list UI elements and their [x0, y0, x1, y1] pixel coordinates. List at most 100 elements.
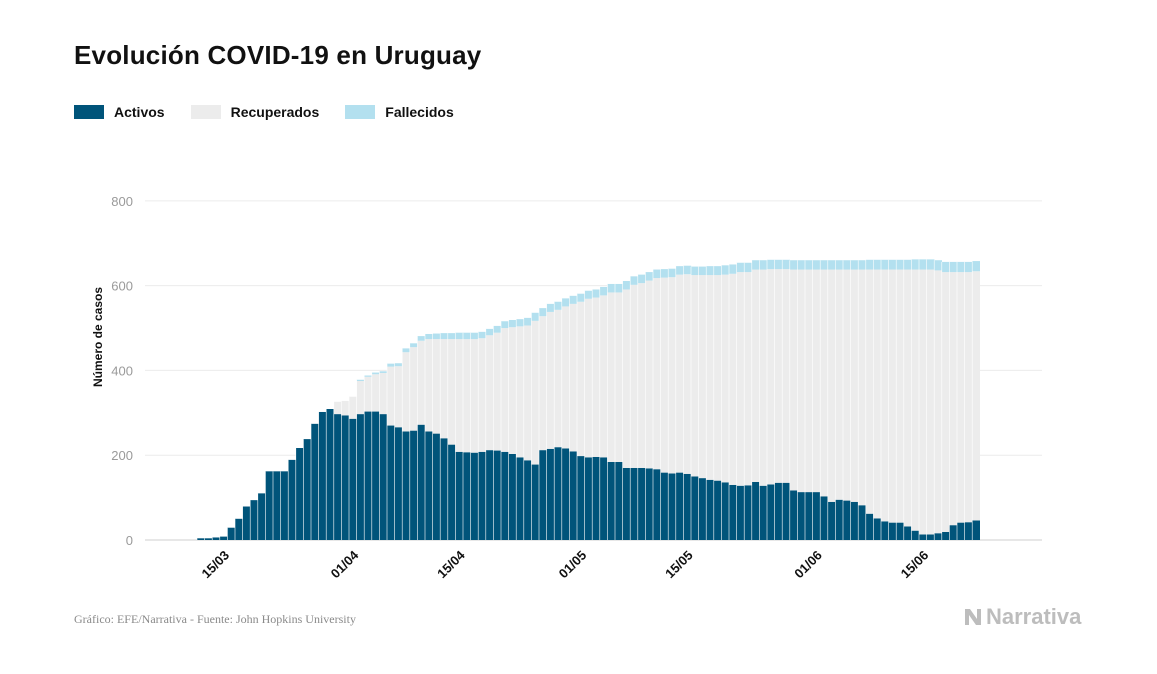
bars — [196, 259, 980, 540]
bar-activos-96 — [926, 534, 935, 540]
chart-title: Evolución COVID-19 en Uruguay — [74, 40, 482, 70]
bar-activos-84 — [835, 499, 844, 540]
bar-fallecidos-93 — [903, 259, 912, 270]
bar-fallecidos-63 — [675, 266, 684, 275]
bar-recuperados-49 — [569, 303, 578, 452]
bar-fallecidos-37 — [478, 331, 486, 339]
x-tick-label: 01/05 — [556, 548, 590, 582]
bar-activos-47 — [554, 447, 562, 540]
x-axis-ticks: 15/03 01/04 15/04 01/05 15/05 01/06 15/06 — [199, 547, 932, 581]
bar-recuperados-94 — [911, 269, 920, 531]
bar-activos-79 — [797, 492, 806, 540]
bar-activos-11 — [280, 471, 289, 540]
bar-activos-42 — [516, 457, 524, 540]
bar-fallecidos-59 — [645, 272, 654, 281]
bar-recuperados-96 — [926, 269, 935, 535]
bar-recuperados-35 — [463, 339, 471, 453]
bar-activos-53 — [599, 457, 608, 540]
bar-activos-35 — [463, 452, 471, 540]
bar-fallecidos-23 — [371, 372, 380, 375]
bar-fallecidos-94 — [911, 259, 920, 270]
bar-activos-2 — [212, 537, 220, 540]
bar-fallecidos-60 — [653, 269, 661, 279]
bar-fallecidos-99 — [949, 261, 958, 273]
bar-activos-57 — [630, 467, 638, 540]
bar-fallecidos-58 — [637, 274, 646, 284]
bar-activos-34 — [455, 451, 464, 540]
bar-activos-81 — [812, 492, 821, 540]
bar-recuperados-47 — [554, 309, 562, 448]
bar-fallecidos-33 — [447, 333, 456, 340]
bar-recuperados-90 — [881, 269, 889, 522]
bar-fallecidos-31 — [432, 333, 441, 340]
bar-recuperados-83 — [827, 269, 836, 502]
bar-activos-52 — [592, 456, 600, 540]
bar-fallecidos-80 — [805, 260, 813, 270]
bar-activos-55 — [615, 462, 623, 540]
chart-legend: Activos Recuperados Fallecidos — [74, 104, 454, 120]
bar-activos-36 — [470, 452, 479, 540]
bar-recuperados-76 — [774, 269, 783, 483]
bar-fallecidos-36 — [470, 332, 479, 340]
bar-fallecidos-102 — [972, 261, 980, 272]
bar-fallecidos-52 — [592, 289, 600, 298]
bar-activos-4 — [227, 527, 236, 540]
bar-recuperados-59 — [645, 280, 654, 469]
bar-recuperados-87 — [858, 269, 866, 506]
bar-recuperados-82 — [820, 269, 828, 497]
bar-activos-22 — [364, 411, 372, 540]
bar-activos-38 — [485, 450, 494, 540]
bar-activos-43 — [523, 460, 532, 540]
bar-recuperados-22 — [364, 376, 372, 412]
bar-recuperados-25 — [387, 366, 395, 426]
bar-activos-51 — [584, 457, 593, 540]
bar-recuperados-63 — [675, 274, 684, 473]
bar-activos-63 — [675, 472, 684, 540]
bar-recuperados-58 — [637, 283, 646, 468]
bar-fallecidos-83 — [827, 260, 836, 270]
legend-item-fallecidos: Fallecidos — [345, 104, 454, 120]
bar-fallecidos-46 — [546, 303, 555, 312]
bar-recuperados-48 — [561, 306, 570, 449]
bar-activos-28 — [409, 430, 418, 540]
bar-fallecidos-65 — [691, 266, 699, 276]
bar-activos-1 — [204, 538, 213, 540]
bar-fallecidos-88 — [865, 259, 874, 270]
bar-fallecidos-95 — [919, 259, 927, 270]
bar-activos-87 — [858, 505, 866, 540]
bar-activos-83 — [827, 501, 836, 540]
y-tick-label: 800 — [111, 194, 133, 209]
bar-fallecidos-35 — [463, 332, 471, 340]
bar-recuperados-95 — [919, 269, 927, 535]
bar-activos-86 — [850, 501, 859, 540]
bar-fallecidos-73 — [751, 260, 760, 270]
x-tick-label: 01/06 — [791, 548, 825, 582]
bar-recuperados-43 — [523, 325, 532, 461]
bar-activos-41 — [508, 453, 517, 540]
bar-recuperados-55 — [615, 292, 623, 462]
bar-activos-82 — [820, 496, 828, 540]
bar-recuperados-50 — [577, 301, 585, 457]
bar-recuperados-65 — [691, 275, 699, 477]
bar-activos-88 — [865, 513, 874, 540]
bar-activos-68 — [713, 480, 722, 540]
bar-activos-54 — [607, 462, 616, 540]
bar-recuperados-44 — [531, 320, 540, 465]
bar-fallecidos-61 — [660, 269, 669, 278]
bar-recuperados-78 — [789, 269, 798, 491]
bar-activos-89 — [873, 518, 882, 540]
legend-item-activos: Activos — [74, 104, 165, 120]
bar-fallecidos-67 — [706, 266, 714, 276]
bar-fallecidos-55 — [615, 283, 623, 293]
bar-recuperados-61 — [660, 277, 669, 473]
bar-activos-80 — [805, 492, 813, 540]
bar-recuperados-62 — [668, 277, 676, 474]
bar-activos-94 — [911, 530, 920, 540]
bar-recuperados-80 — [805, 269, 813, 493]
bar-recuperados-34 — [455, 339, 464, 452]
bar-fallecidos-38 — [485, 328, 494, 336]
bar-activos-33 — [447, 444, 456, 540]
bar-fallecidos-100 — [957, 261, 965, 273]
bar-recuperados-84 — [835, 269, 844, 500]
